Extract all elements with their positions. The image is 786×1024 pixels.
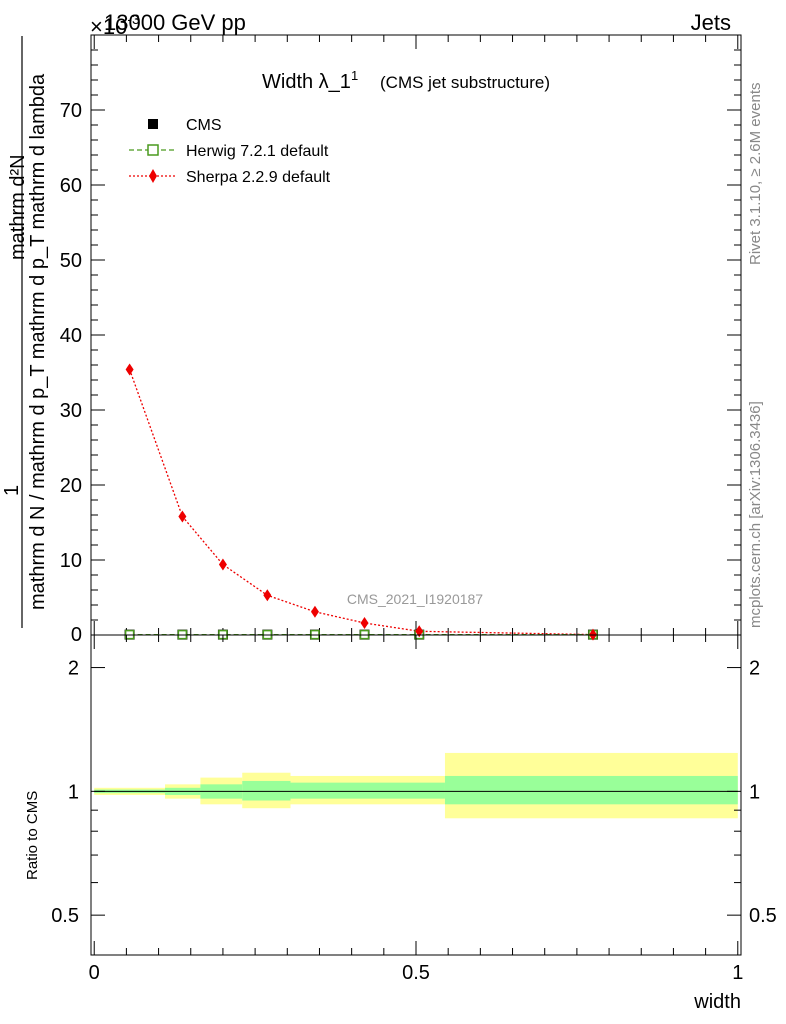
legend-entry-sherpa: Sherpa 2.2.9 default: [129, 169, 331, 186]
main-y-tick-label: 70: [60, 100, 82, 122]
main-y-tick-label: 60: [60, 175, 82, 197]
watermark: CMS_2021_I1920187: [347, 591, 483, 607]
x-axis-label: width: [693, 991, 741, 1013]
sherpa-line: [128, 369, 594, 636]
energy-label: 13000 GeV pp: [104, 10, 246, 35]
main-panel: 10 20 30 40 50 60 70 0 CMS_2021_I1920187 Width …: [60, 34, 742, 646]
main-y-tick-label: 30: [60, 400, 82, 422]
ratio-stat-band: [242, 780, 291, 801]
sherpa-point: [178, 510, 187, 523]
y-exponent-power: -3: [127, 11, 140, 27]
legend-marker-herwig: [147, 144, 159, 156]
sherpa-point: [360, 617, 369, 629]
sherpa-point: [218, 558, 227, 571]
main-y-tick-label: 20: [60, 475, 82, 497]
main-y-tick-label: 10: [60, 550, 82, 572]
ratio-axis-ticks: [91, 635, 741, 956]
ratio-stat-band: [290, 782, 445, 799]
chart-title-main: Width λ_1: [262, 71, 351, 93]
legend-marker-cms: [148, 119, 158, 129]
y-label-denominator: mathrm d N / mathrm d p_T mathrm d p_T m…: [27, 73, 49, 610]
ratio-y-tick-label: 1: [68, 781, 79, 803]
ratio-y-tick-label-right: 0.5: [749, 905, 777, 927]
x-tick-label: 1: [732, 962, 743, 984]
y-label-numerator: mathrm d²N: [7, 154, 29, 260]
sherpa-point: [310, 605, 319, 618]
ratio-stat-band: [444, 775, 738, 805]
ratio-y-tick-label: 0.5: [51, 905, 79, 927]
main-y-tick-labels: 10 20 30 40 50 60 70 0: [60, 100, 82, 646]
process-label: Jets: [691, 10, 731, 35]
legend-label-cms: CMS: [186, 117, 222, 134]
legend-label-sherpa: Sherpa 2.2.9 default: [186, 169, 331, 186]
chart-subtitle: (CMS jet substructure): [380, 73, 550, 92]
ratio-bands: [94, 752, 738, 819]
ratio-y-tick-label-right: 1: [749, 781, 760, 803]
x-tick-label: 0.5: [402, 962, 430, 984]
x-tick-label: 0: [89, 962, 100, 984]
legend-marker-sherpa: [149, 169, 157, 183]
main-y-axis-label: mathrm d²N mathrm d N / mathrm d p_T mat…: [1, 36, 49, 628]
legend-entry-herwig: Herwig 7.2.1 default: [129, 143, 329, 160]
legend-label-herwig: Herwig 7.2.1 default: [186, 143, 329, 160]
ratio-y-label: Ratio to CMS: [24, 791, 41, 880]
rivet-label: Rivet 3.1.10, ≥ 2.6M events: [747, 83, 764, 266]
main-y-tick-label-zero: 0: [71, 624, 82, 646]
sherpa-point: [263, 589, 272, 602]
main-y-tick-label: 40: [60, 325, 82, 347]
ratio-tick-labels: 0.5 0.5 1 1 2 2 0 0.5 1: [51, 658, 777, 984]
main-y-tick-label: 50: [60, 250, 82, 272]
ratio-y-tick-label: 2: [68, 658, 79, 680]
chart-title: Width λ_11: [262, 68, 358, 93]
mcplots-label: mcplots.cern.ch [arXiv:1306.3436]: [747, 401, 764, 628]
ratio-y-tick-label-right: 2: [749, 658, 760, 680]
sherpa-point: [415, 625, 424, 638]
legend: CMS Herwig 7.2.1 default Sherpa 2.2.9 de…: [129, 117, 331, 186]
legend-entry-cms: CMS: [148, 117, 222, 134]
y-label-one: 1: [1, 485, 23, 496]
chart-title-sup: 1: [351, 68, 358, 83]
ratio-panel: 0.5 0.5 1 1 2 2 0 0.5 1 Ratio to CMS width: [24, 634, 777, 1013]
sherpa-point: [125, 363, 134, 376]
